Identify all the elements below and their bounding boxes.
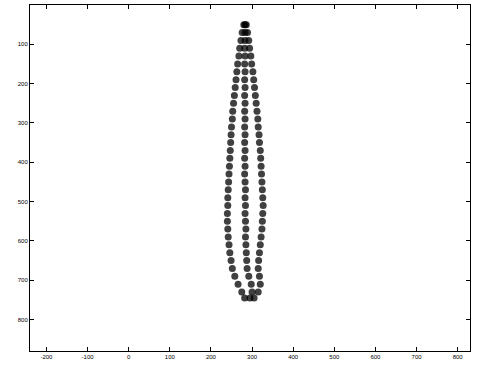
svg-text:-200: -200 — [40, 354, 53, 360]
svg-text:500: 500 — [329, 354, 340, 360]
svg-text:600: 600 — [18, 238, 29, 244]
svg-text:400: 400 — [18, 159, 29, 165]
svg-text:100: 100 — [165, 354, 176, 360]
svg-text:400: 400 — [288, 354, 299, 360]
svg-text:800: 800 — [18, 317, 29, 323]
svg-text:-100: -100 — [82, 354, 95, 360]
svg-text:600: 600 — [370, 354, 381, 360]
svg-text:800: 800 — [453, 354, 464, 360]
svg-text:200: 200 — [18, 81, 29, 87]
svg-text:200: 200 — [206, 354, 217, 360]
svg-text:100: 100 — [18, 41, 29, 47]
svg-text:0: 0 — [127, 354, 131, 360]
svg-text:700: 700 — [18, 277, 29, 283]
svg-text:300: 300 — [247, 354, 258, 360]
svg-text:300: 300 — [18, 120, 29, 126]
svg-text:700: 700 — [412, 354, 423, 360]
svg-text:500: 500 — [18, 199, 29, 205]
